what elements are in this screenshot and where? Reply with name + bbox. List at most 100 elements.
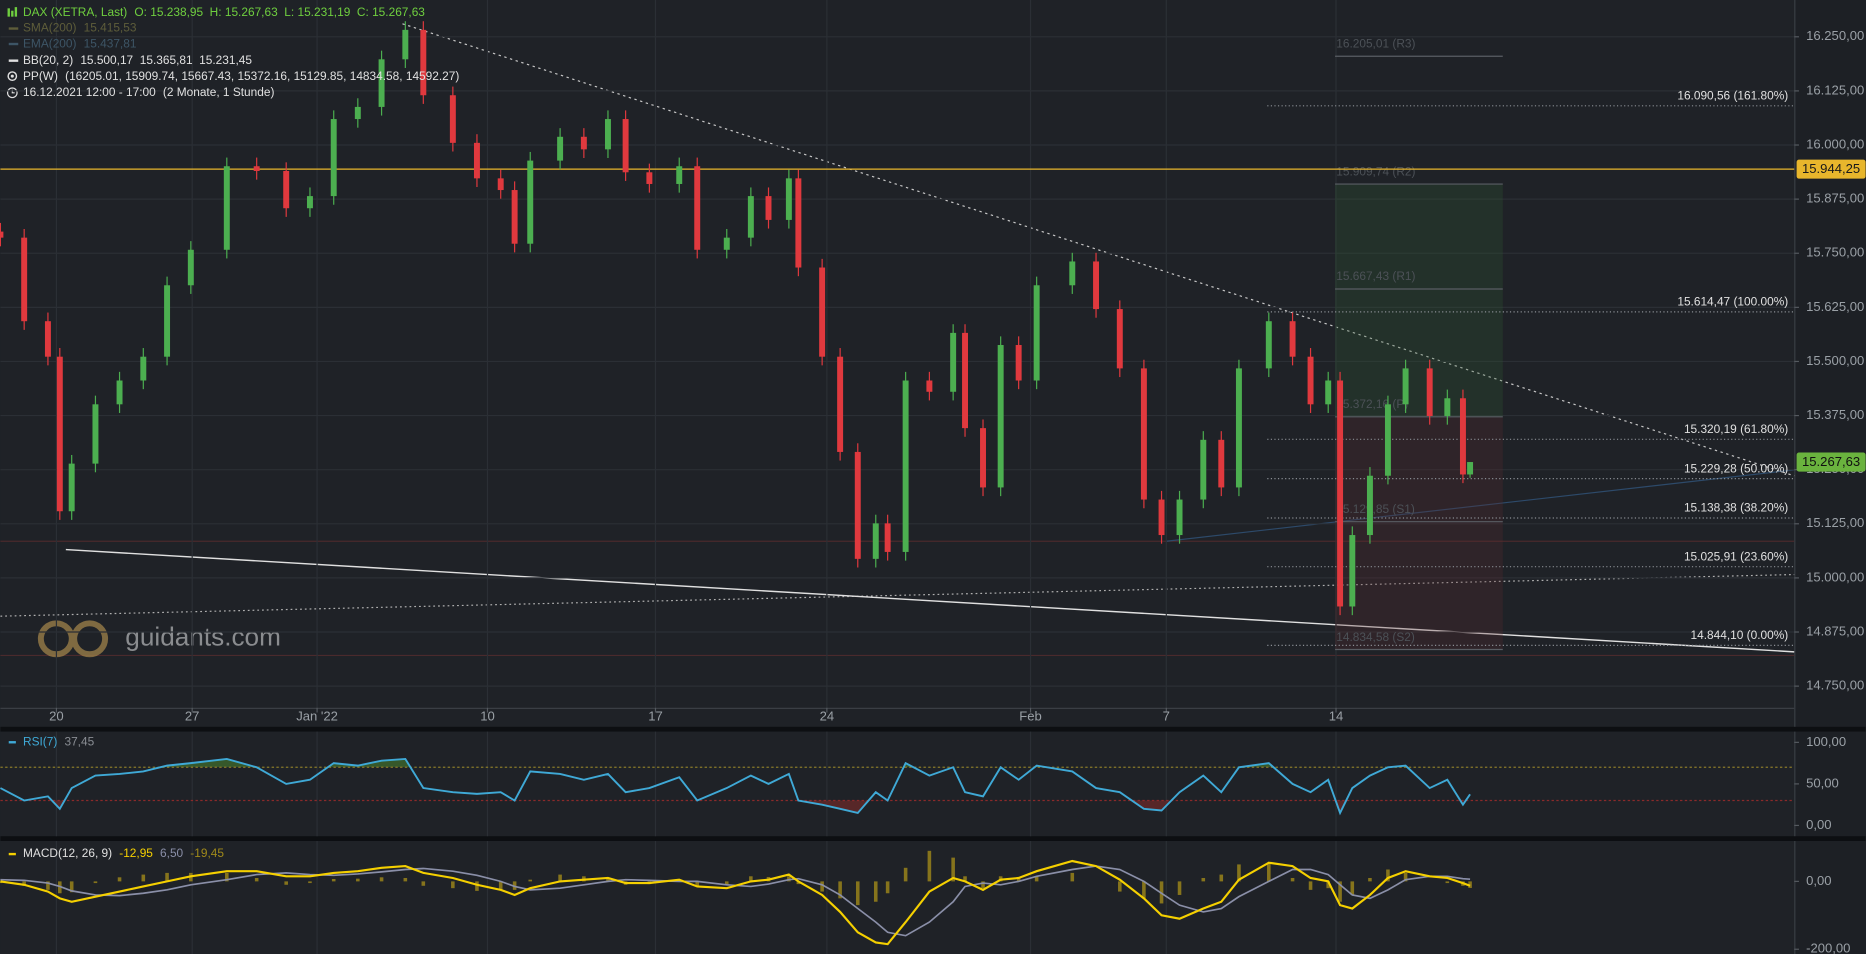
histogram-bar: [838, 881, 842, 899]
x-tick-label: Feb: [1019, 709, 1042, 724]
candle-body: [354, 106, 361, 120]
legend-swatch: [8, 852, 16, 856]
candle-body: [884, 523, 891, 552]
candle-body: [604, 119, 611, 150]
histogram-bar: [69, 881, 74, 893]
histogram-bar: [1350, 881, 1355, 895]
candle-body: [962, 332, 969, 429]
candle-body: [1444, 398, 1451, 417]
histogram-bar: [22, 881, 26, 886]
candle-body: [511, 190, 518, 244]
histogram-bar: [1403, 872, 1408, 882]
legend-period: 16.12.2021 12:00 - 17:00: [23, 85, 156, 99]
candle-body: [330, 119, 337, 197]
candle-body: [253, 166, 260, 171]
candle-body: [1116, 309, 1123, 369]
candle-body: [1033, 285, 1040, 381]
candle-body: [1459, 398, 1466, 475]
histogram-bar: [46, 881, 50, 890]
pane-value: 37,45: [64, 734, 94, 748]
fib-label: 16.090,56 (161.80%): [1677, 88, 1788, 102]
y-tick-label: 15.375,00: [1806, 407, 1864, 422]
histogram-bar: [1368, 877, 1372, 882]
pane-title: MACD(12, 26, 9): [23, 846, 112, 860]
y-tick-label: 15.625,00: [1806, 299, 1864, 314]
y-tick-label: 0,00: [1806, 817, 1831, 832]
pane-value: 6,50: [160, 846, 184, 860]
candle-body: [1158, 499, 1165, 536]
y-tick-label: 15.875,00: [1806, 191, 1864, 206]
legend-swatch: [8, 27, 19, 30]
candle-body: [56, 356, 63, 512]
candle-body: [1176, 499, 1183, 536]
pivot-label: 14.834,58 (S2): [1336, 630, 1415, 644]
candle-body: [854, 451, 861, 559]
histogram-bar: [308, 881, 312, 884]
candle-body: [527, 160, 534, 244]
candle-body: [21, 237, 28, 322]
macd-line: [0, 859, 1471, 946]
histogram-bar: [141, 874, 146, 882]
rsi-line: [0, 757, 1471, 816]
macd-line: [0, 865, 1471, 937]
candle-body: [622, 119, 629, 173]
histogram-bar: [451, 881, 455, 889]
histogram-bar: [1016, 877, 1021, 882]
candle-body: [980, 428, 986, 488]
histogram-bar: [1386, 869, 1390, 882]
histogram-bar: [1237, 864, 1241, 882]
legend-name: EMA(200): [23, 37, 77, 51]
candle-body: [1200, 439, 1207, 500]
histogram-bar: [903, 867, 908, 882]
candle-body: [402, 29, 409, 60]
fib-label: 15.614,47 (100.00%): [1677, 295, 1788, 309]
histogram-bar: [855, 881, 860, 906]
pane-separator: [0, 726, 1866, 732]
histogram-bar: [1445, 881, 1450, 884]
trend-line: [1166, 469, 1795, 542]
y-tick-label: 15.500,00: [1806, 353, 1864, 368]
histogram-bar: [1034, 876, 1039, 882]
fib-label: 15.025,91 (23.60%): [1684, 549, 1788, 563]
fib-label: 15.229,28 (50.00%): [1684, 461, 1788, 475]
histogram-bar: [1290, 877, 1295, 882]
y-tick-label: 15.750,00: [1806, 245, 1864, 260]
x-tick-label: 24: [820, 709, 835, 724]
legend-icon: [11, 10, 14, 17]
histogram-bar: [165, 872, 169, 882]
histogram-bar: [724, 881, 729, 885]
candle-body: [1307, 356, 1314, 405]
histogram-bar: [951, 857, 955, 882]
legend-name: PP(W): [23, 69, 58, 83]
pivot-label: 15.667,43 (R1): [1336, 269, 1415, 283]
candle-body: [140, 356, 147, 381]
x-tick-label: 7: [1163, 709, 1170, 724]
candle-body: [1140, 368, 1147, 500]
fib-label: 15.320,19 (61.80%): [1684, 422, 1788, 436]
legend-icon: [14, 7, 18, 17]
candle-body: [497, 178, 504, 191]
candle-body: [926, 380, 933, 392]
pane-title: RSI(7): [23, 734, 57, 748]
fib-label: 14.844,10 (0.00%): [1691, 628, 1789, 642]
pivot-label: 16.205,01 (R3): [1336, 37, 1415, 51]
legend-icon: [10, 74, 14, 78]
histogram-bar: [927, 850, 932, 882]
legend-name: BB(20, 2): [23, 53, 73, 67]
y-tick-label: 14.875,00: [1806, 623, 1864, 638]
candle-body: [950, 332, 957, 392]
price-axis-strip: [1794, 0, 1866, 954]
price-label-box: [1796, 452, 1866, 472]
x-tick-label: Jan '22: [296, 709, 338, 724]
legend-swatch: [8, 59, 19, 62]
histogram-bar: [885, 881, 890, 894]
candle-body: [723, 237, 730, 250]
candle-body: [765, 196, 772, 220]
price-label-box: [1796, 159, 1866, 179]
histogram-bar: [284, 881, 288, 885]
pivot-label: 15.909,74 (R2): [1336, 164, 1415, 178]
histogram-bar: [117, 877, 122, 882]
candle-body: [1218, 439, 1225, 488]
